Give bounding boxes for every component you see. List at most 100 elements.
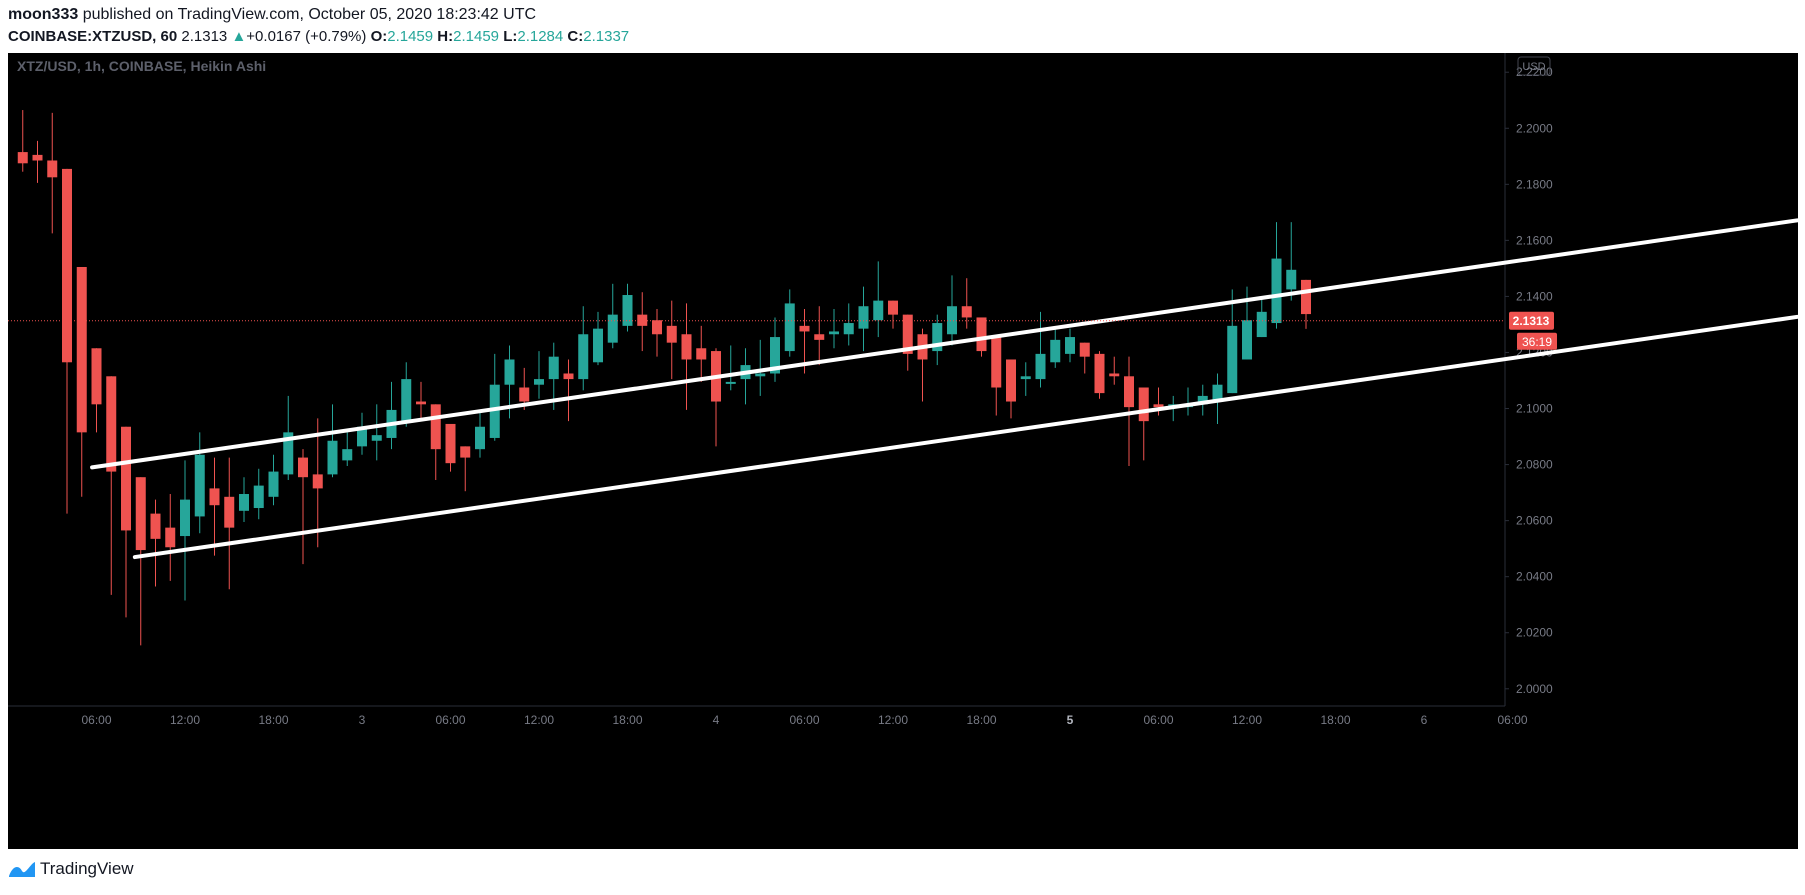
- price-tick-label: 2.1600: [1516, 233, 1553, 247]
- candle-body: [121, 426, 131, 531]
- lower-channel-line: [132, 314, 1798, 560]
- candle-body: [1212, 384, 1223, 402]
- candle-body: [1050, 339, 1061, 363]
- time-tick-label: 12:00: [170, 713, 200, 727]
- price-tick-label: 2.0400: [1516, 570, 1553, 584]
- candle-body: [62, 168, 72, 363]
- candle-body: [1301, 279, 1311, 315]
- candlestick-chart[interactable]: XTZ/USD, 1h, COINBASE, Heikin Ashi 2.2200…: [8, 53, 1798, 849]
- candle-body: [858, 306, 869, 329]
- price-tick-label: 2.0000: [1516, 682, 1553, 696]
- candle-body: [165, 527, 176, 548]
- candle-body: [135, 477, 146, 551]
- time-tick-label: 06:00: [435, 713, 465, 727]
- candle-body: [1256, 311, 1267, 338]
- candle-body: [696, 348, 707, 360]
- candle-body: [991, 337, 1002, 388]
- candle-body: [1124, 376, 1134, 408]
- symbol-line: COINBASE:XTZUSD, 60 2.1313 ▲+0.0167 (+0.…: [8, 28, 1788, 45]
- upper-channel-line: [90, 218, 1798, 470]
- candle-body: [548, 356, 559, 380]
- chart-title: XTZ/USD, 1h, COINBASE, Heikin Ashi: [17, 58, 266, 74]
- candle-body: [224, 496, 235, 528]
- time-tick-label: 06:00: [1497, 713, 1527, 727]
- candle-body: [843, 323, 854, 335]
- candle-body: [1020, 376, 1031, 380]
- header: moon333 published on TradingView.com, Oc…: [8, 6, 1788, 45]
- candle-body: [622, 295, 633, 326]
- candle-body: [784, 303, 795, 352]
- footer: TradingView: [8, 859, 134, 879]
- time-tick-label: 06:00: [81, 713, 111, 727]
- close-value: 2.1337: [583, 28, 630, 45]
- time-tick-label: 18:00: [258, 713, 288, 727]
- candle-body: [194, 454, 205, 517]
- candle-body: [180, 499, 190, 537]
- time-tick-label: 18:00: [966, 713, 996, 727]
- candle-body: [283, 432, 294, 475]
- price-tick-label: 2.0200: [1516, 626, 1553, 640]
- candle-body: [1094, 353, 1105, 394]
- tradingview-logo-icon: [9, 862, 35, 877]
- author-name[interactable]: moon333: [8, 6, 79, 23]
- candle-body: [578, 334, 589, 380]
- countdown-box: [1517, 332, 1557, 350]
- candle-body: [607, 314, 618, 343]
- candle-body: [17, 152, 28, 164]
- candle-body: [947, 306, 957, 335]
- candle-body: [1006, 359, 1016, 402]
- candle-body: [519, 387, 530, 402]
- candle-body: [47, 160, 58, 178]
- candle-body: [666, 325, 677, 343]
- symbol-label: COINBASE:XTZUSD, 60: [8, 28, 178, 45]
- price-tick-label: 2.2000: [1516, 121, 1553, 135]
- candle-body: [460, 446, 471, 458]
- candle-body: [371, 435, 382, 441]
- price-label: 2.1313: [1513, 314, 1550, 328]
- candle-body: [32, 154, 43, 161]
- candle-body: [1153, 404, 1164, 408]
- low-value: 2.1284: [517, 28, 564, 45]
- candle-body: [416, 401, 426, 405]
- candle-body: [1286, 269, 1297, 290]
- candle-body: [563, 373, 574, 380]
- candle-body: [268, 471, 279, 497]
- candle-body: [652, 320, 662, 335]
- time-tick-label: 3: [359, 713, 366, 727]
- price-tick-label: 2.0600: [1516, 514, 1553, 528]
- candle-body: [357, 426, 367, 447]
- candle-body: [593, 328, 603, 363]
- time-tick-label: 18:00: [612, 713, 642, 727]
- candle-body: [1079, 342, 1090, 357]
- publish-line: moon333 published on TradingView.com, Oc…: [8, 6, 1788, 27]
- footer-brand[interactable]: TradingView: [40, 859, 134, 878]
- publish-info: published on TradingView.com, October 05…: [82, 6, 537, 23]
- candles-group: [17, 110, 1311, 646]
- chart-panel[interactable]: XTZ/USD, 1h, COINBASE, Heikin Ashi 2.2200…: [8, 53, 1798, 849]
- candle-body: [445, 423, 456, 464]
- candle-body: [799, 325, 810, 332]
- time-tick-label: 6: [1421, 713, 1428, 727]
- price-tick-label: 2.1400: [1516, 289, 1553, 303]
- candle-body: [327, 440, 338, 475]
- candle-body: [1035, 353, 1046, 380]
- time-tick-label: 12:00: [524, 713, 554, 727]
- candle-body: [1109, 373, 1120, 377]
- time-tick-label: 06:00: [789, 713, 819, 727]
- price-tick-label: 2.2200: [1516, 65, 1553, 79]
- candle-body: [902, 314, 913, 354]
- candle-body: [253, 485, 264, 509]
- candle-body: [430, 404, 441, 450]
- candle-body: [888, 300, 898, 315]
- time-tick-label: 18:00: [1320, 713, 1350, 727]
- candle-body: [106, 376, 117, 472]
- last-price: 2.1313: [181, 28, 228, 45]
- candle-body: [637, 314, 648, 326]
- time-tick-label: 4: [713, 713, 720, 727]
- candle-body: [298, 457, 308, 478]
- candle-body: [401, 379, 412, 422]
- candle-body: [209, 488, 220, 506]
- candle-body: [475, 426, 485, 450]
- open-label: O:: [370, 28, 388, 45]
- candle-body: [932, 323, 943, 352]
